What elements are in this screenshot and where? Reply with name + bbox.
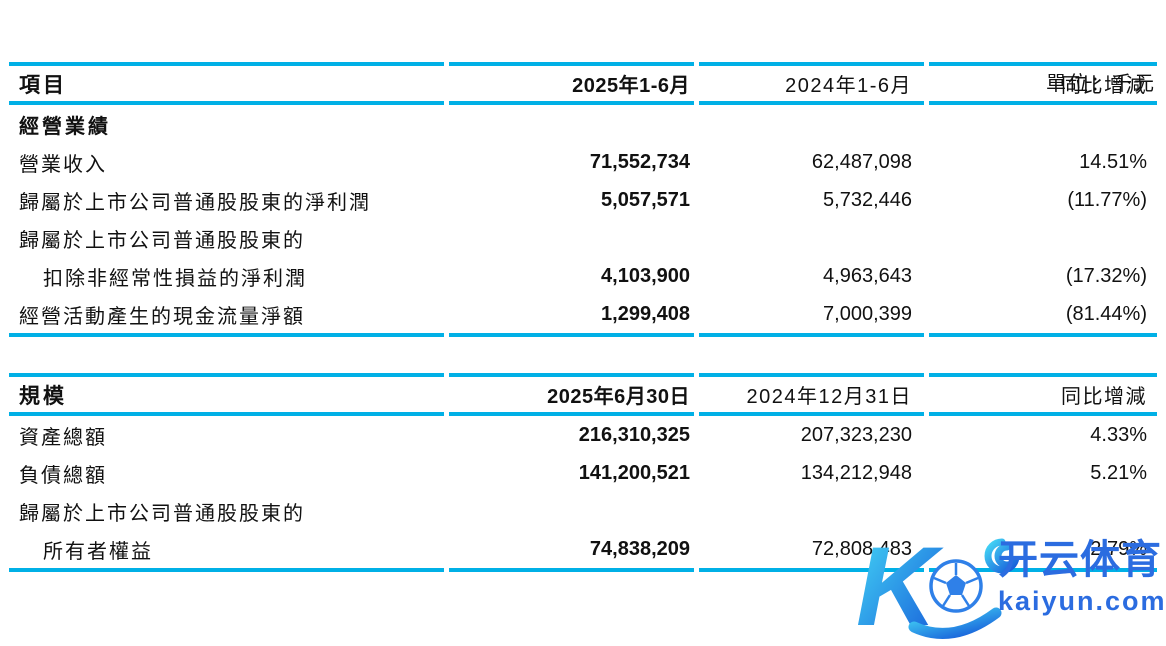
brand-domain: kaiyun.com — [998, 586, 1166, 616]
value-prior: 5,732,446 — [823, 188, 912, 211]
row-label: 負債總額 — [19, 464, 107, 487]
table-row: 扣除非經常性損益的淨利潤 4,103,900 4,963,643 (17.32%… — [9, 257, 1157, 295]
kaiyun-watermark[interactable]: K 开云体育 kaiyun.com — [856, 528, 1166, 640]
table-row: 資產總額 216,310,325 207,323,230 4.33% — [9, 416, 1157, 454]
value-change: (11.77%) — [1067, 188, 1147, 211]
row-label: 歸屬於上市公司普通股股東的 — [19, 229, 305, 252]
performance-table: 項目 2025年1-6月 2024年1-6月 同比增減 經營業績 營業收入 71… — [4, 62, 1162, 337]
value-change: (81.44%) — [929, 295, 1157, 337]
table-row: 歸屬於上市公司普通股股東的 — [9, 492, 1157, 530]
table-row: 負債總額 141,200,521 134,212,948 5.21% — [9, 454, 1157, 492]
unit-label: 單位：千元 — [1046, 73, 1156, 95]
performance-header-row: 項目 2025年1-6月 2024年1-6月 同比增減 — [9, 62, 1157, 105]
scale-table: 規模 2025年6月30日 2024年12月31日 同比增減 資產總額 216,… — [4, 373, 1162, 572]
column-header-change: 同比增減 — [929, 62, 1157, 105]
table-row: 歸屬於上市公司普通股股東的 — [9, 219, 1157, 257]
table-row: 歸屬於上市公司普通股股東的淨利潤 5,057,571 5,732,446 (11… — [9, 181, 1157, 219]
row-label: 歸屬於上市公司普通股股東的 — [19, 502, 305, 525]
value-prior: 62,487,098 — [811, 150, 912, 173]
row-label: 經營活動產生的現金流量淨額 — [9, 295, 444, 337]
table-row: 經營業績 — [9, 105, 1157, 143]
value-current: 74,838,209 — [449, 530, 694, 572]
value-prior — [699, 219, 924, 257]
value-change: 14.51% — [1079, 150, 1147, 173]
value-prior: 7,000,399 — [699, 295, 924, 337]
value-prior: 72,808,483 — [699, 530, 924, 572]
table-row: 所有者權益 74,838,209 72,808,483 2.79% — [9, 530, 1157, 572]
value-current: 4,103,900 — [601, 264, 690, 287]
value-current: 71,552,734 — [589, 150, 690, 173]
row-label: 歸屬於上市公司普通股股東的淨利潤 — [19, 191, 371, 214]
value-change: 4.33% — [1090, 423, 1147, 446]
soccer-ball-icon — [929, 559, 983, 613]
value-current: 1,299,408 — [449, 295, 694, 337]
value-current: 5,057,571 — [601, 188, 690, 211]
value-prior: 4,963,643 — [823, 264, 912, 287]
column-header-item: 規模 — [9, 373, 444, 416]
value-change — [929, 219, 1157, 257]
value-change — [929, 492, 1157, 530]
row-section-label: 經營業績 — [19, 115, 111, 138]
value-current: 141,200,521 — [578, 461, 690, 484]
value-change: (17.32%) — [1065, 264, 1147, 287]
value-current — [449, 219, 694, 257]
column-header-change: 同比增減 — [929, 373, 1157, 416]
brand-name: 开云体育 — [998, 538, 1162, 582]
column-header-period-current: 2025年1-6月 — [449, 62, 694, 105]
value-change: 5.21% — [1090, 461, 1147, 484]
row-label: 扣除非經常性損益的淨利潤 — [43, 267, 307, 290]
column-header-item: 項目 — [9, 62, 444, 105]
table-row: 經營活動產生的現金流量淨額 1,299,408 7,000,399 (81.44… — [9, 295, 1157, 337]
value-prior — [699, 105, 924, 143]
row-label: 資產總額 — [19, 426, 107, 449]
value-prior: 134,212,948 — [800, 461, 912, 484]
table-row: 營業收入 71,552,734 62,487,098 14.51% — [9, 143, 1157, 181]
value-change — [929, 105, 1157, 143]
column-header-period-prior: 2024年1-6月 — [699, 62, 924, 105]
value-current — [449, 492, 694, 530]
column-header-period-prior: 2024年12月31日 — [699, 373, 924, 416]
row-label: 營業收入 — [19, 153, 107, 176]
row-label: 所有者權益 — [9, 530, 444, 572]
value-change: 2.79% — [929, 530, 1157, 572]
value-prior: 207,323,230 — [800, 423, 912, 446]
value-prior — [699, 492, 924, 530]
value-current: 216,310,325 — [578, 423, 690, 446]
value-current — [449, 105, 694, 143]
column-header-period-current: 2025年6月30日 — [449, 373, 694, 416]
scale-header-row: 規模 2025年6月30日 2024年12月31日 同比增減 — [9, 373, 1157, 416]
